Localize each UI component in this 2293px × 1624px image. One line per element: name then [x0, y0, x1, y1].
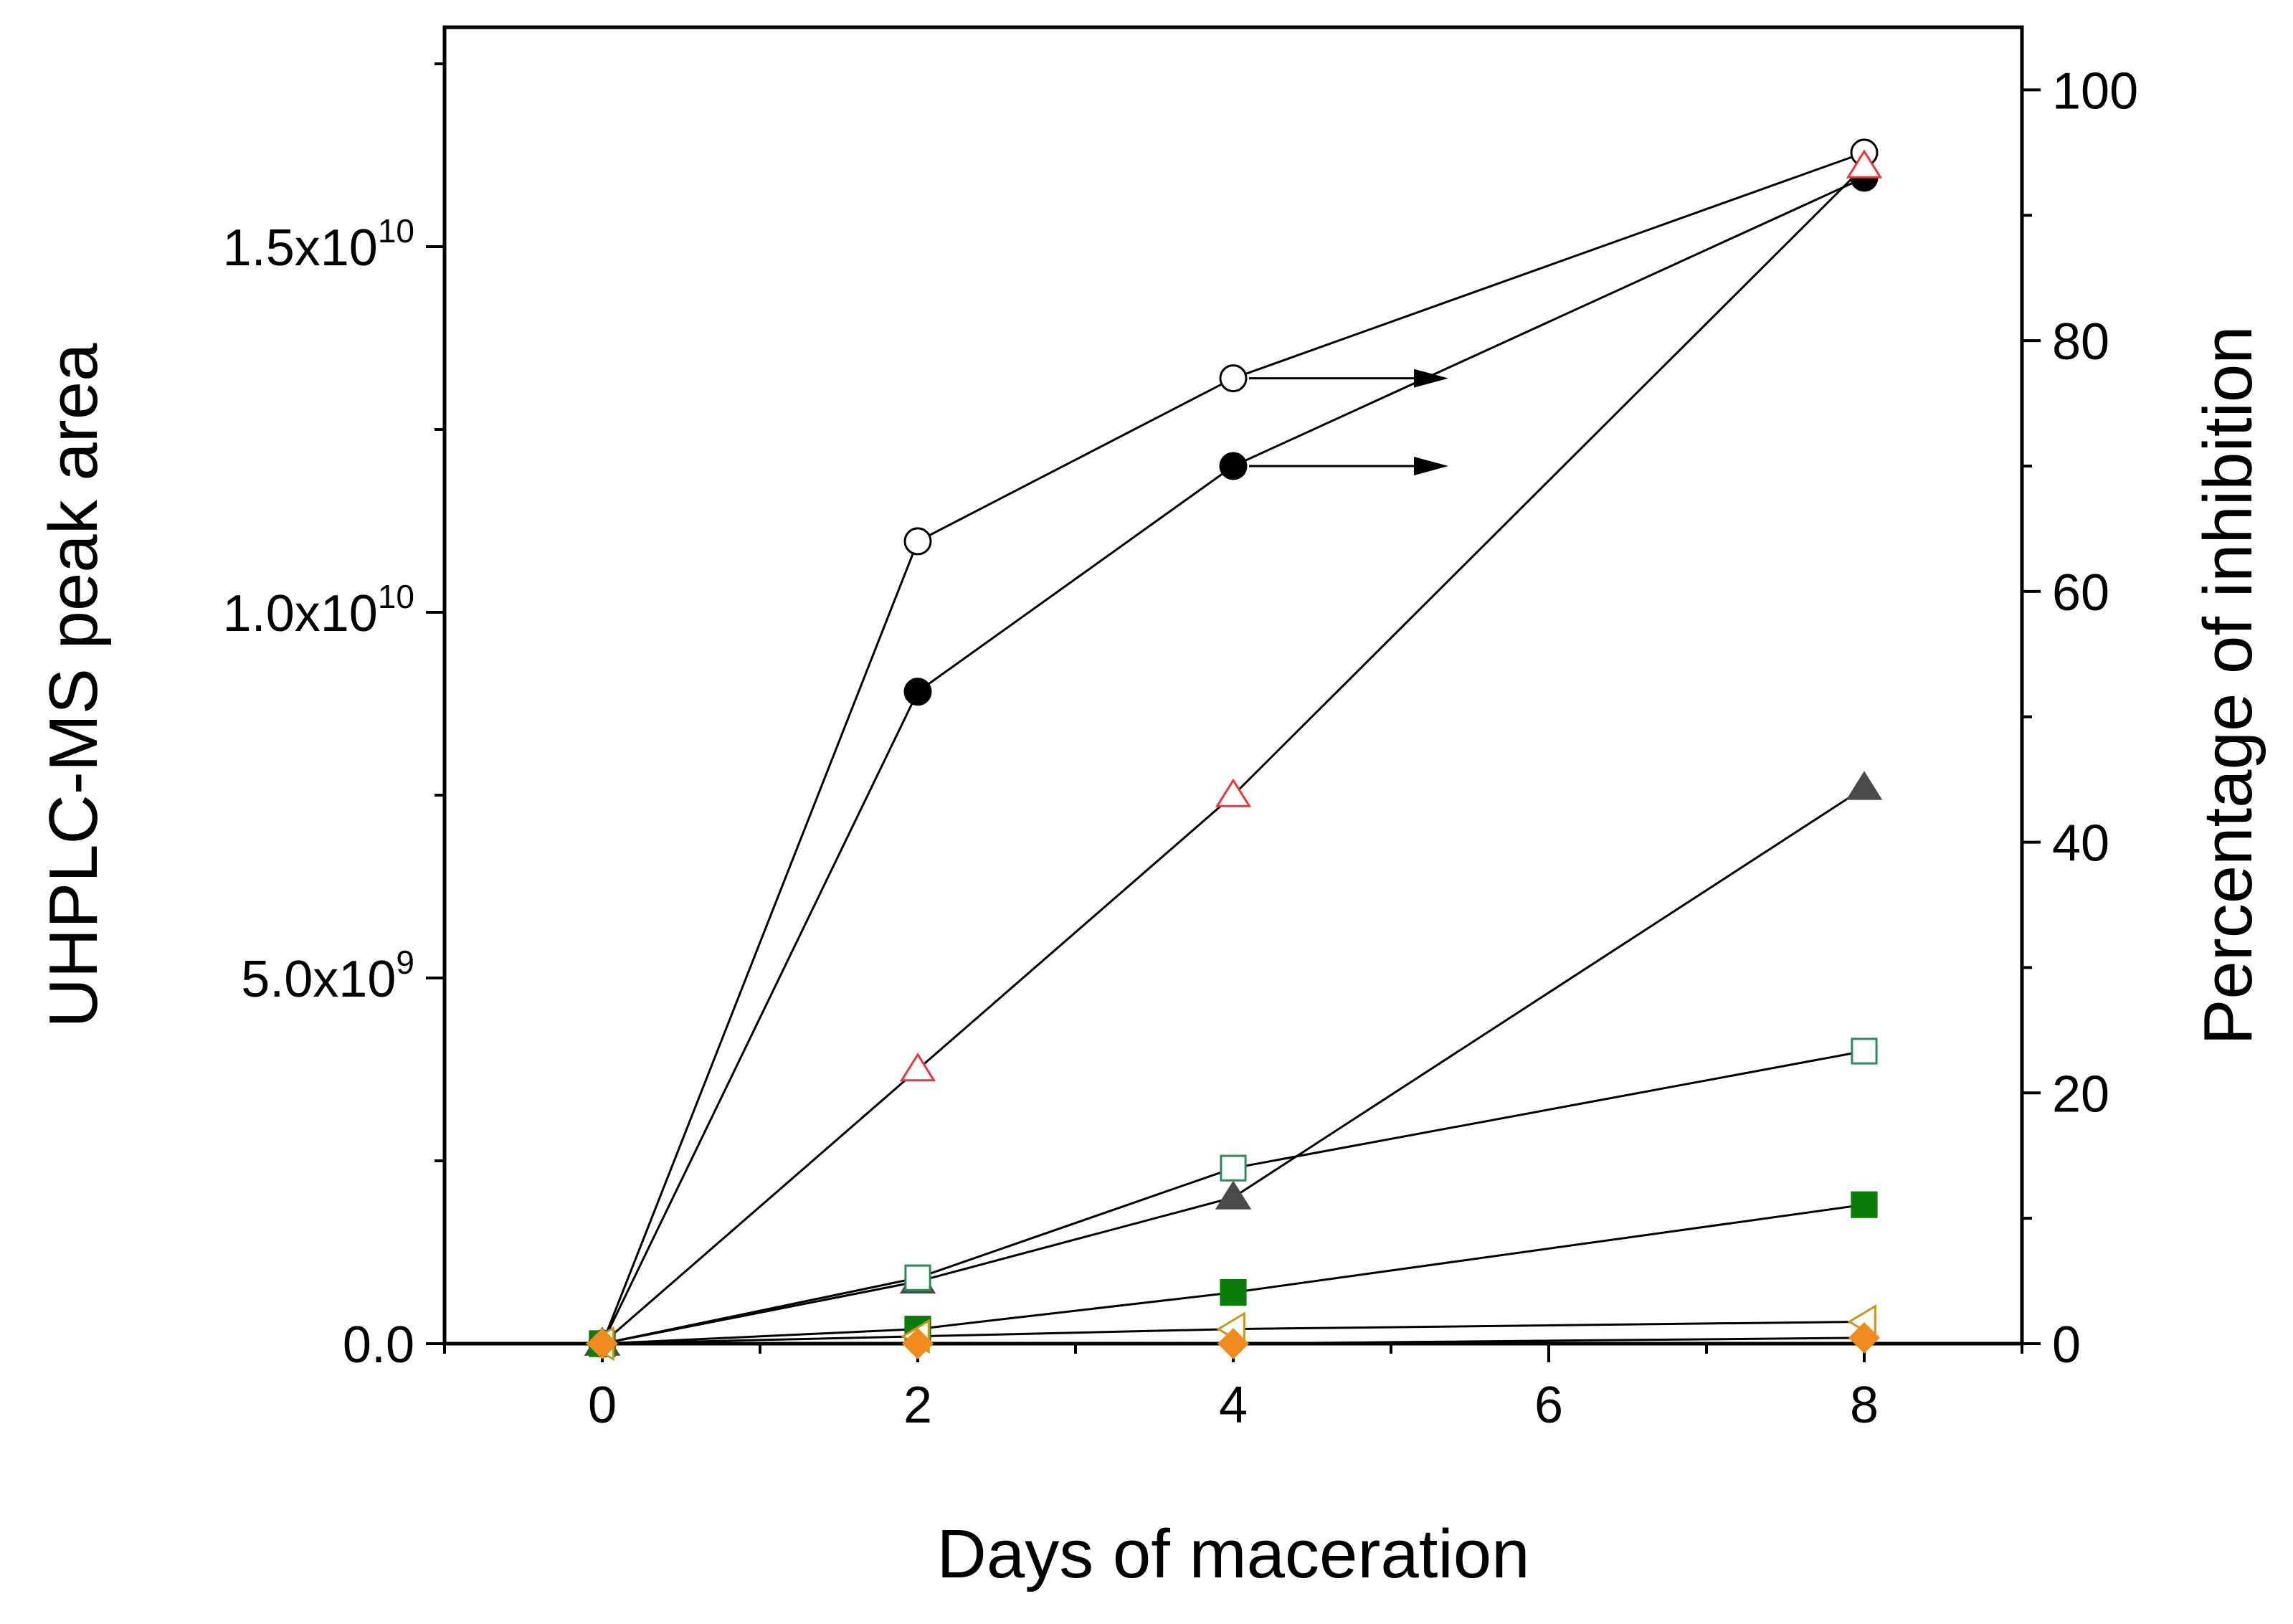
gray-filled-triangle-marker	[1846, 771, 1883, 800]
gray-filled-triangle-line	[602, 787, 1865, 1345]
green-open-square-marker	[1220, 1154, 1247, 1182]
ticks-layer: 0 2 4 6 80.05.0x1091.0x10101.5x1010020406080…	[223, 62, 2138, 1434]
y-left-tick-label: 1.0x1010	[223, 578, 414, 642]
y-left-tick-label: 1.5x1010	[223, 212, 414, 277]
x-axis-title: Days of maceration	[936, 1516, 1529, 1592]
green-open-square-marker	[1851, 1037, 1878, 1065]
y-right-tick-label: 40	[2052, 815, 2109, 873]
arrow-layer	[1249, 369, 1448, 475]
orange-filled-diamond-line	[602, 1336, 1865, 1345]
right-axis-arrow-head	[1414, 457, 1448, 475]
open-circle-inhibition-line	[601, 151, 1865, 1344]
green-filled-square-marker	[1220, 1279, 1247, 1306]
green-filled-square-marker	[1851, 1191, 1878, 1218]
filled-circle-inhibition-marker	[903, 678, 932, 706]
filled-circle-inhibition-marker	[1219, 452, 1248, 480]
red-open-triangle-marker	[1215, 778, 1252, 807]
y-left-tick-label-exponent: 10	[378, 578, 414, 615]
y-left-tick-label-main: 1.5x10	[223, 219, 378, 277]
x-tick-label: 2	[903, 1377, 932, 1434]
x-tick-label: 4	[1219, 1377, 1248, 1434]
orange-filled-diamond-marker	[1217, 1328, 1249, 1359]
y-right-tick-label: 80	[2052, 313, 2109, 371]
y-left-tick-label: 5.0x109	[241, 944, 414, 1008]
green-open-square-marker	[904, 1264, 931, 1291]
y-left-tick-label-main: 5.0x10	[241, 951, 396, 1008]
y-right-tick-label: 60	[2052, 564, 2109, 622]
y-left-tick-label-exponent: 9	[396, 944, 414, 981]
y-left-tick-label: 0.0	[343, 1316, 414, 1374]
y-left-tick-label-exponent: 10	[378, 212, 414, 250]
y-axis-right-title: Percentage of inhibition	[2190, 326, 2266, 1045]
series-layer	[601, 151, 1866, 1345]
orange-filled-diamond-marker	[902, 1328, 934, 1359]
green-open-square-line	[602, 1050, 1865, 1345]
right-axis-arrow-head	[1414, 369, 1448, 388]
open-circle-inhibition-marker	[903, 527, 932, 556]
x-tick-label: 6	[1534, 1377, 1563, 1434]
x-tick-label: 0	[588, 1377, 617, 1434]
y-axis-left-title: UHPLC-MS peak area	[35, 343, 112, 1028]
marker-layer	[584, 138, 1883, 1362]
x-tick-label: 8	[1850, 1377, 1879, 1434]
plot-frame	[442, 25, 2024, 1346]
y-right-tick-label: 20	[2052, 1065, 2109, 1123]
open-circle-inhibition-marker	[1219, 364, 1248, 393]
orange-filled-diamond-marker	[587, 1328, 618, 1359]
red-open-triangle-line	[602, 165, 1866, 1345]
gray-filled-triangle-marker	[1215, 1180, 1252, 1210]
y-right-tick-label: 100	[2052, 62, 2138, 120]
y-left-tick-label-main: 1.0x10	[223, 585, 378, 642]
y-right-tick-label: 0	[2052, 1316, 2081, 1374]
red-open-triangle-marker	[899, 1052, 936, 1082]
orange-open-left-triangle-line	[602, 1320, 1865, 1345]
red-open-triangle-marker	[1846, 149, 1883, 179]
y-left-tick-label-main: 0.0	[343, 1316, 414, 1374]
green-filled-square-line	[602, 1203, 1865, 1345]
orange-filled-diamond-marker	[1848, 1321, 1880, 1354]
filled-circle-inhibition-line	[601, 176, 1865, 1344]
